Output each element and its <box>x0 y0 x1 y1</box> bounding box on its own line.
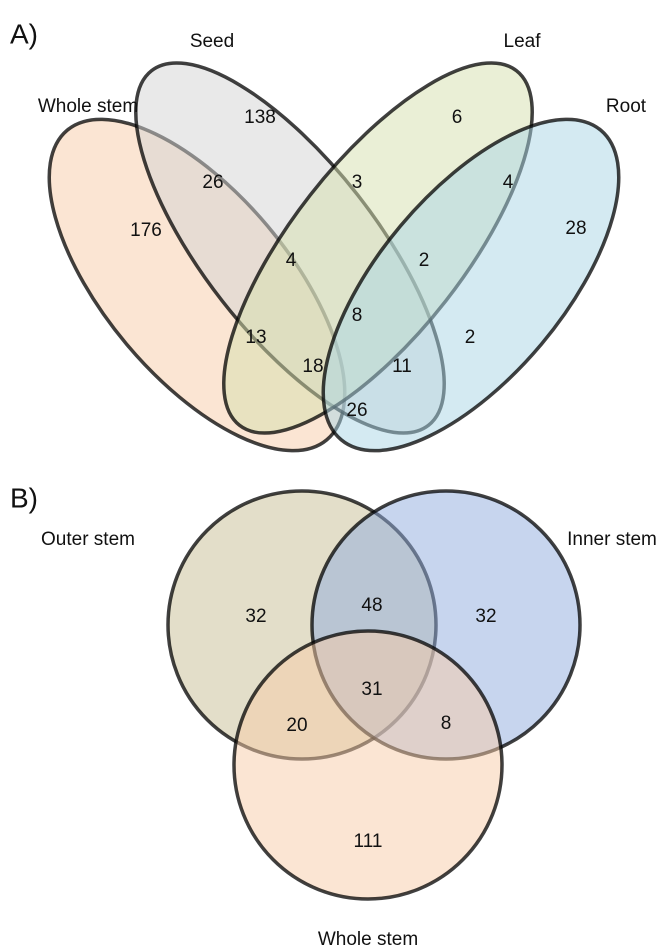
region-count: 26 <box>346 400 367 421</box>
set-label: Inner stem <box>567 529 657 550</box>
region-count: 8 <box>441 713 452 734</box>
set-ellipse <box>321 117 621 453</box>
region-count: 4 <box>503 172 514 193</box>
region-count: 48 <box>361 595 382 616</box>
region-count: 8 <box>352 305 363 326</box>
panel-label: B) <box>10 482 38 513</box>
region-count: 2 <box>419 250 430 271</box>
region-count: 111 <box>354 831 383 852</box>
region-count: 11 <box>392 356 412 377</box>
region-count: 6 <box>452 107 463 128</box>
region-count: 32 <box>475 606 496 627</box>
region-count: 2 <box>465 327 476 348</box>
set-label: Whole stem <box>318 929 418 950</box>
panel-label: A) <box>10 18 38 49</box>
region-count: 18 <box>302 356 323 377</box>
region-count: 13 <box>245 327 266 348</box>
region-count: 176 <box>130 220 162 241</box>
panel-a-shapes <box>47 61 621 453</box>
region-count: 26 <box>202 172 223 193</box>
region-count: 28 <box>565 218 586 239</box>
set-circle <box>232 629 504 901</box>
set-label: Whole stem <box>38 96 138 117</box>
set-label: Root <box>606 96 647 117</box>
region-count: 31 <box>361 679 382 700</box>
panel-b-shapes <box>166 489 582 901</box>
region-count: 4 <box>286 250 297 271</box>
set-label: Seed <box>190 31 234 52</box>
set-label: Leaf <box>504 31 542 52</box>
region-count: 3 <box>352 172 363 193</box>
region-count: 32 <box>245 606 266 627</box>
set-label: Outer stem <box>41 529 135 550</box>
region-count: 138 <box>244 107 276 128</box>
region-count: 20 <box>286 715 307 736</box>
